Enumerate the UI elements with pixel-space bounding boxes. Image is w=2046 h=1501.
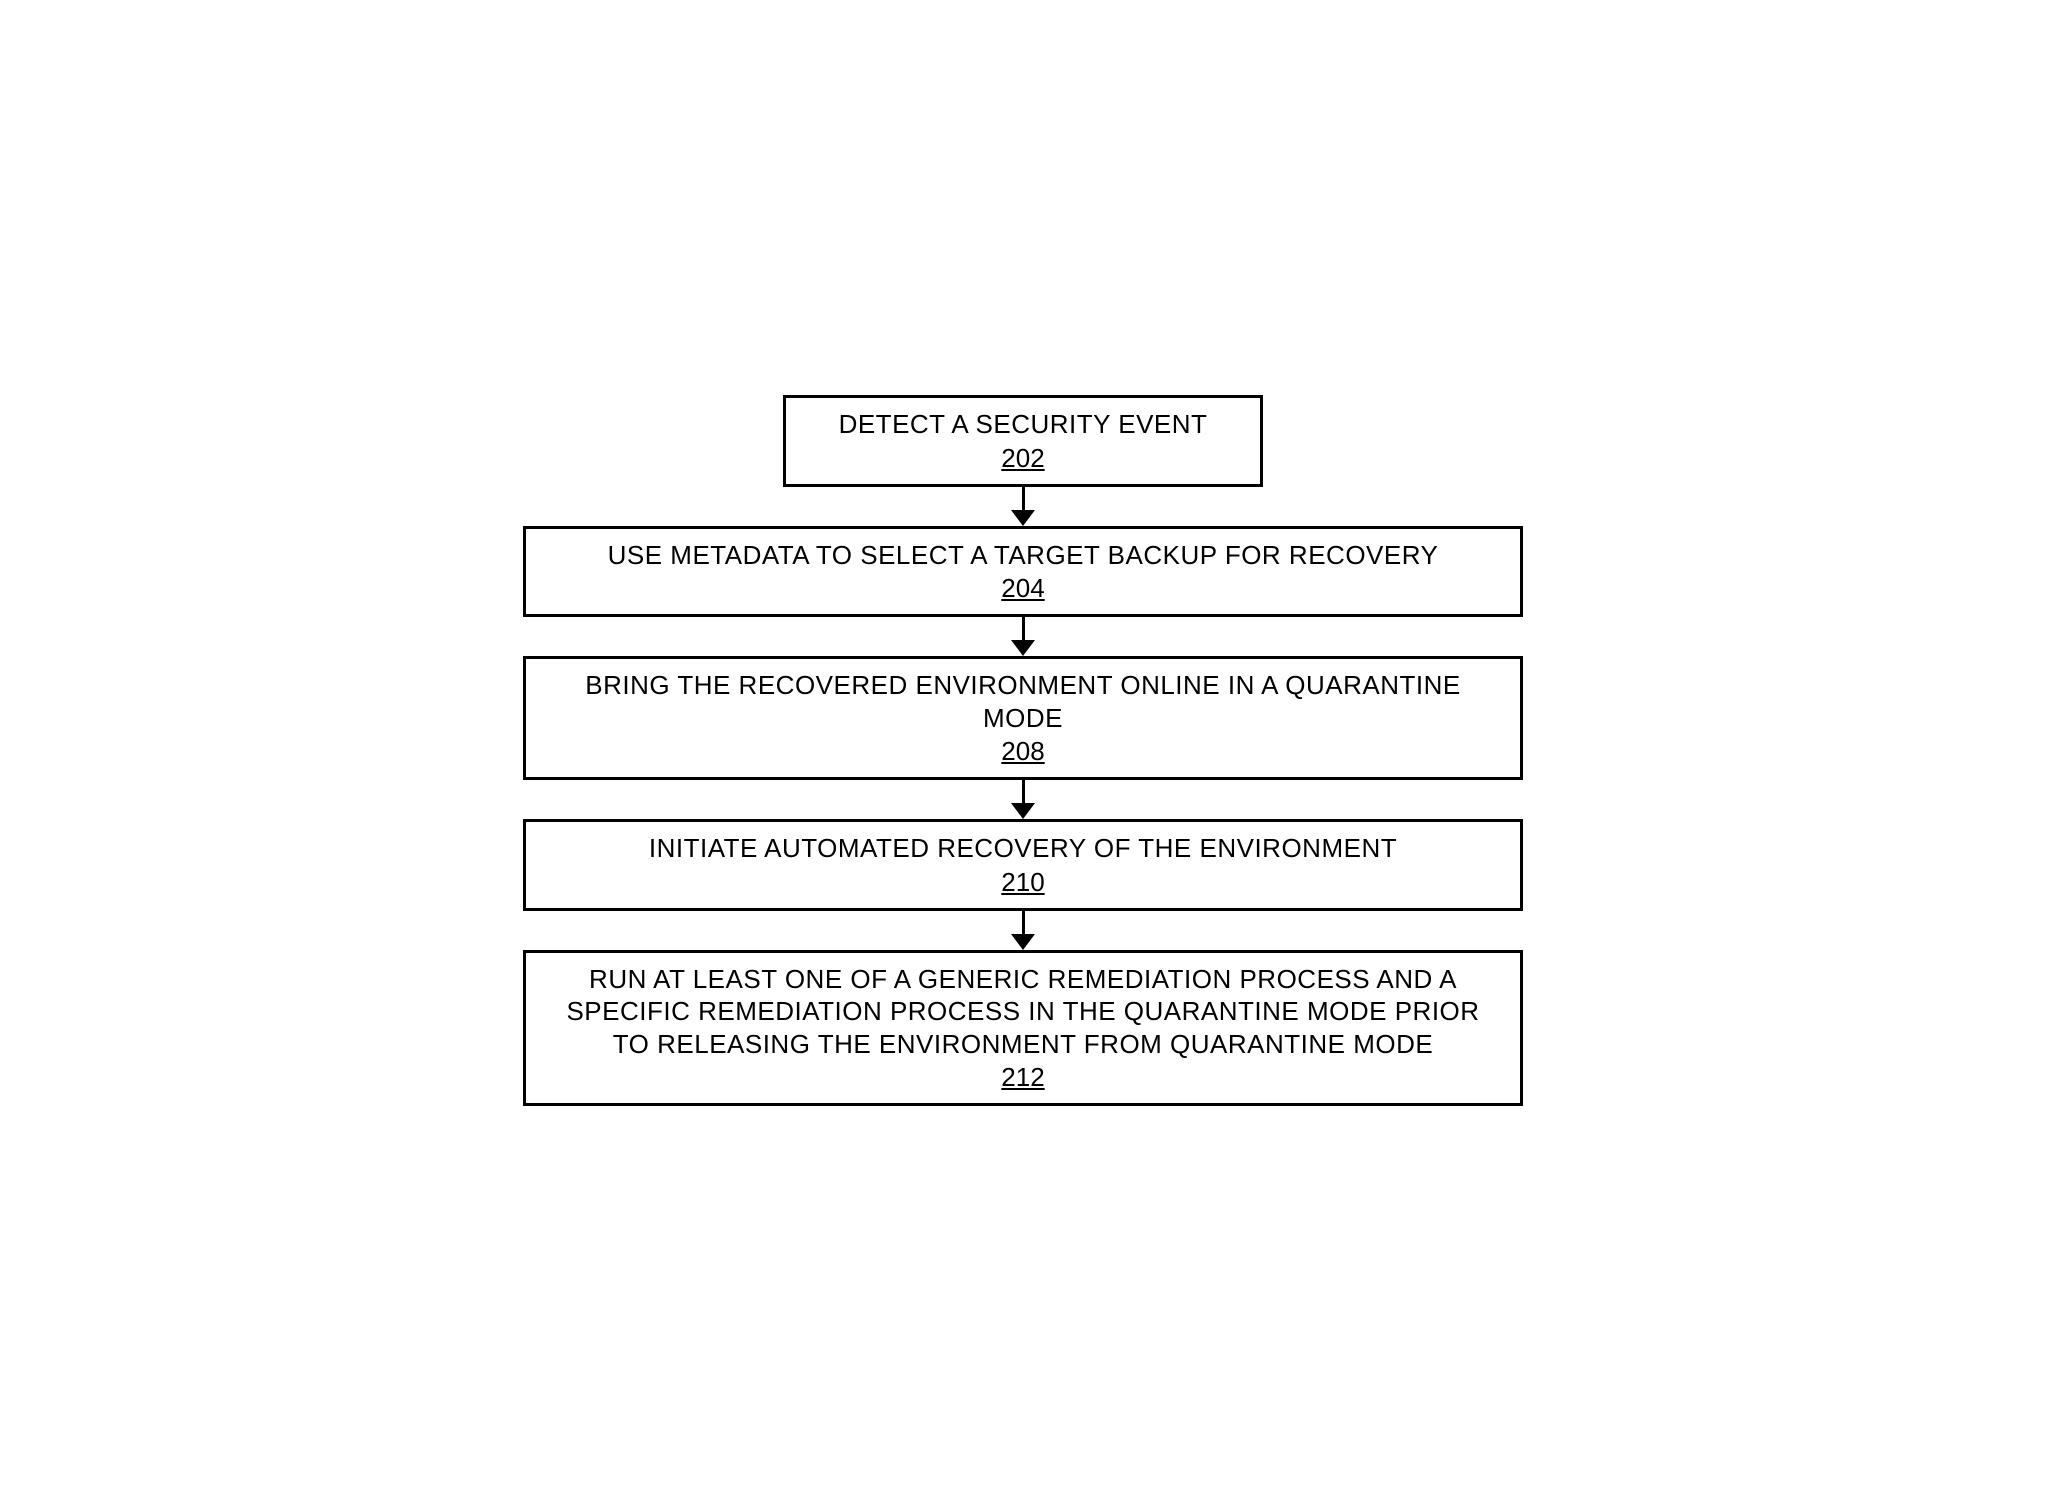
arrow-down-icon	[1011, 487, 1035, 526]
arrow-down-icon	[1011, 911, 1035, 950]
arrow-down-icon	[1011, 617, 1035, 656]
flow-step-metadata: USE METADATA TO SELECT A TARGET BACKUP F…	[523, 526, 1523, 618]
flow-step-recovery: INITIATE AUTOMATED RECOVERY OF THE ENVIR…	[523, 819, 1523, 911]
flow-step-text: DETECT A SECURITY EVENT	[816, 408, 1230, 441]
flow-step-text: USE METADATA TO SELECT A TARGET BACKUP F…	[556, 539, 1490, 572]
flow-step-text: INITIATE AUTOMATED RECOVERY OF THE ENVIR…	[556, 832, 1490, 865]
flow-step-number: 212	[556, 1062, 1490, 1093]
flow-step-remediation: RUN AT LEAST ONE OF A GENERIC REMEDIATIO…	[523, 950, 1523, 1107]
flow-step-number: 210	[556, 867, 1490, 898]
flowchart-container: DETECT A SECURITY EVENT 202 USE METADATA…	[503, 355, 1543, 1146]
flow-step-number: 204	[556, 573, 1490, 604]
flow-step-text: BRING THE RECOVERED ENVIRONMENT ONLINE I…	[556, 669, 1490, 734]
flow-step-number: 202	[816, 443, 1230, 474]
arrow-down-icon	[1011, 780, 1035, 819]
flow-step-text: RUN AT LEAST ONE OF A GENERIC REMEDIATIO…	[556, 963, 1490, 1061]
flow-step-number: 208	[556, 736, 1490, 767]
flow-step-quarantine: BRING THE RECOVERED ENVIRONMENT ONLINE I…	[523, 656, 1523, 780]
flow-step-detect: DETECT A SECURITY EVENT 202	[783, 395, 1263, 487]
